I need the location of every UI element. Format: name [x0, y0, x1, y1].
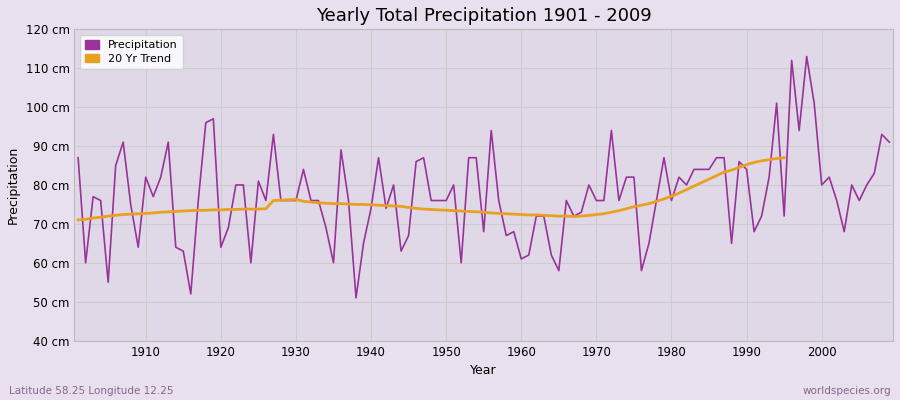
Text: worldspecies.org: worldspecies.org: [803, 386, 891, 396]
Legend: Precipitation, 20 Yr Trend: Precipitation, 20 Yr Trend: [80, 35, 183, 70]
Y-axis label: Precipitation: Precipitation: [7, 146, 20, 224]
Title: Yearly Total Precipitation 1901 - 2009: Yearly Total Precipitation 1901 - 2009: [316, 7, 652, 25]
Text: Latitude 58.25 Longitude 12.25: Latitude 58.25 Longitude 12.25: [9, 386, 174, 396]
X-axis label: Year: Year: [471, 364, 497, 377]
